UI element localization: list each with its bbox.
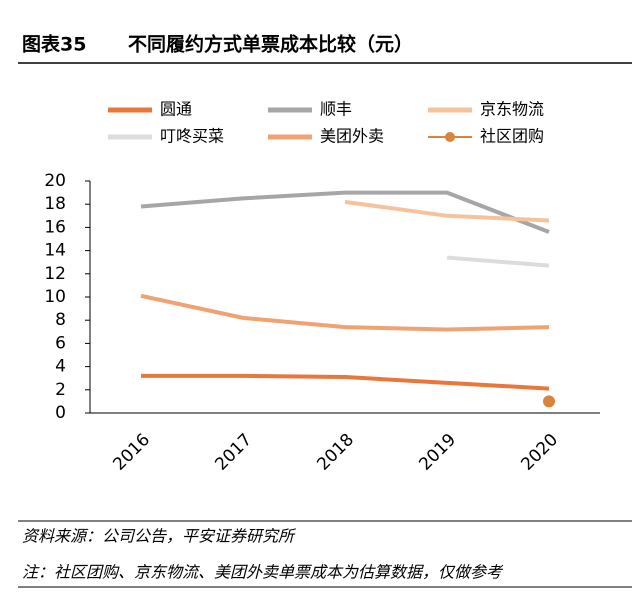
series-line bbox=[344, 199, 550, 223]
y-tick-label: 2 bbox=[55, 380, 66, 400]
legend-label: 美团外卖 bbox=[320, 127, 384, 146]
y-tick-label: 12 bbox=[44, 264, 66, 284]
x-tick-label: 2016 bbox=[109, 430, 154, 475]
x-tick-label: 2019 bbox=[415, 430, 460, 475]
y-tick-label: 0 bbox=[55, 403, 66, 423]
note: 注：社区团购、京东物流、美团外卖单票成本为估算数据，仅做参考 bbox=[22, 563, 504, 582]
series-line bbox=[141, 373, 550, 391]
legend-label: 京东物流 bbox=[480, 100, 544, 119]
x-tick-label: 2018 bbox=[313, 430, 358, 475]
figure-label: 图表35 bbox=[22, 33, 86, 56]
source: 资料来源：公司公告，平安证券研究所 bbox=[22, 527, 297, 546]
x-tick-label: 2020 bbox=[517, 430, 562, 475]
series-line bbox=[140, 293, 550, 332]
y-tick-label: 14 bbox=[44, 241, 66, 261]
series-line bbox=[140, 190, 550, 234]
legend-label: 叮咚买菜 bbox=[160, 127, 224, 146]
chart-title: 不同履约方式单票成本比较（元） bbox=[128, 33, 413, 56]
y-tick-label: 4 bbox=[55, 357, 66, 377]
y-tick-label: 10 bbox=[44, 287, 66, 307]
legend-label: 顺丰 bbox=[320, 100, 352, 119]
legend-swatch bbox=[445, 132, 455, 142]
series-point bbox=[543, 395, 555, 408]
y-tick-label: 16 bbox=[44, 217, 66, 237]
x-tick-label: 2017 bbox=[211, 430, 256, 475]
y-tick-label: 20 bbox=[44, 171, 66, 191]
y-tick-label: 18 bbox=[44, 194, 66, 214]
legend-label: 社区团购 bbox=[480, 127, 544, 146]
series-line bbox=[446, 255, 550, 268]
legend-label: 圆通 bbox=[160, 100, 192, 119]
y-tick-label: 8 bbox=[55, 310, 66, 330]
y-tick-label: 6 bbox=[55, 333, 66, 353]
